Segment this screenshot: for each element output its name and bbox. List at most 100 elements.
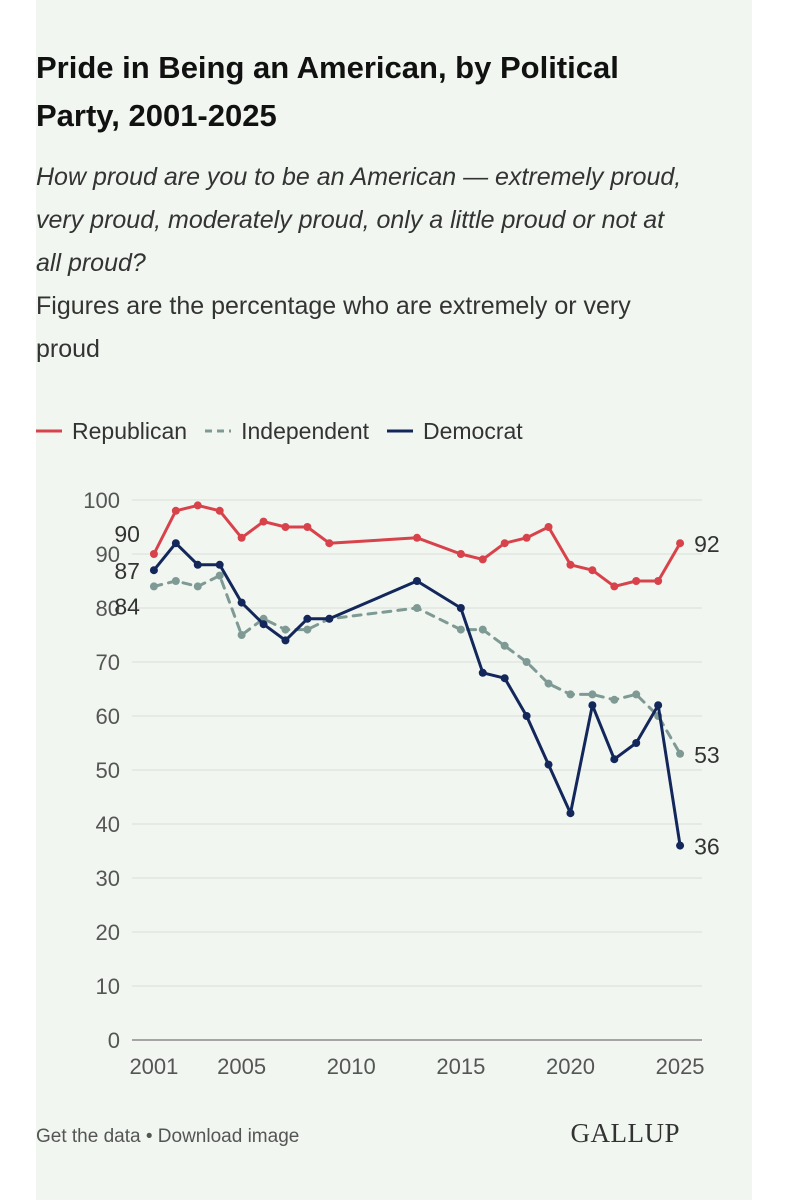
data-point-republican	[171, 506, 180, 515]
data-point-democrat	[171, 539, 180, 548]
download-image-link[interactable]: Download image	[157, 1126, 300, 1147]
y-tick-label: 20	[96, 920, 120, 945]
legend-swatch-democrat	[387, 429, 413, 433]
x-tick-label: 2010	[327, 1054, 376, 1079]
data-point-democrat	[215, 560, 224, 569]
data-point-republican	[632, 577, 641, 585]
data-point-republican	[522, 533, 531, 542]
data-point-independent	[193, 582, 202, 591]
data-point-republican	[259, 517, 268, 526]
data-point-independent	[281, 625, 290, 634]
y-tick-label: 70	[96, 650, 120, 675]
survey-question: How proud are you to be an American — ex…	[36, 163, 682, 277]
data-point-republican	[500, 539, 509, 548]
y-tick-label: 40	[96, 812, 120, 837]
data-point-republican	[281, 523, 290, 531]
data-point-democrat	[478, 668, 487, 677]
legend-item-independent: Independent	[205, 418, 369, 445]
data-point-republican	[193, 501, 202, 510]
data-point-independent	[610, 695, 619, 704]
y-tick-label: 90	[96, 542, 120, 567]
legend-item-republican: Republican	[36, 418, 187, 445]
data-point-republican	[478, 555, 487, 564]
data-label-democrat: 36	[694, 834, 720, 860]
data-label-independent: 84	[114, 593, 140, 619]
data-point-independent	[303, 625, 312, 634]
legend-swatch-independent	[205, 429, 232, 433]
data-point-independent	[171, 577, 180, 585]
data-point-democrat	[500, 674, 509, 683]
get-data-link[interactable]: Get the data	[36, 1126, 141, 1147]
data-label-republican: 90	[114, 521, 140, 547]
x-tick-label: 2001	[129, 1054, 178, 1079]
data-point-democrat	[281, 636, 290, 645]
y-tick-label: 60	[96, 704, 120, 729]
legend-label-independent: Independent	[241, 417, 369, 444]
y-tick-label: 0	[108, 1028, 120, 1053]
data-point-democrat	[456, 604, 465, 612]
data-point-republican	[566, 560, 575, 569]
data-point-republican	[456, 550, 465, 558]
data-point-independent	[237, 631, 246, 639]
data-point-independent	[522, 658, 531, 666]
data-point-republican	[654, 577, 663, 585]
data-point-independent	[478, 625, 487, 634]
data-point-democrat	[413, 577, 421, 585]
x-tick-label: 2005	[217, 1054, 266, 1079]
legend-label-democrat: Democrat	[423, 417, 523, 444]
y-tick-label: 50	[96, 758, 120, 783]
data-point-democrat	[654, 701, 663, 710]
y-tick-label: 10	[96, 974, 120, 999]
data-point-democrat	[610, 755, 619, 764]
data-point-democrat	[303, 614, 312, 623]
data-point-independent	[215, 571, 224, 580]
data-point-democrat	[566, 809, 575, 818]
data-point-republican	[325, 539, 334, 548]
data-point-independent	[413, 604, 421, 612]
data-point-democrat	[522, 712, 531, 720]
footer-links: Get the data • Download image	[36, 1126, 299, 1148]
data-point-republican	[149, 550, 158, 558]
series-line-democrat	[152, 541, 682, 848]
data-point-democrat	[588, 701, 597, 710]
data-point-democrat	[237, 598, 246, 607]
x-tick-label: 2015	[436, 1054, 485, 1079]
data-point-democrat	[676, 841, 685, 850]
data-point-republican	[676, 539, 685, 548]
chart-note: Figures are the percentage who are extre…	[36, 292, 631, 363]
data-point-independent	[500, 641, 509, 650]
data-point-independent	[544, 679, 553, 688]
data-point-democrat	[325, 614, 334, 623]
x-tick-label: 2020	[546, 1054, 595, 1079]
data-label-republican: 92	[694, 531, 720, 557]
data-point-democrat	[632, 739, 641, 747]
data-point-independent	[676, 749, 685, 758]
data-label-democrat: 87	[114, 558, 140, 584]
gallup-logo: GALLUP	[570, 1118, 680, 1148]
legend-swatch-republican	[36, 429, 62, 433]
x-tick-label: 2025	[656, 1054, 705, 1079]
data-point-independent	[632, 690, 641, 699]
line-chart: 0 10 20 30 40 50 60 70 80 90 100 2001 2005 2010 2015 20…	[83, 488, 720, 1079]
data-point-republican	[413, 533, 421, 542]
data-point-independent	[566, 690, 575, 699]
data-point-republican	[610, 582, 619, 591]
data-point-democrat	[259, 620, 268, 629]
chart-card	[36, 0, 752, 1200]
data-point-republican	[303, 523, 312, 531]
y-tick-label: 30	[96, 866, 120, 891]
data-point-independent	[456, 625, 465, 634]
data-label-independent: 53	[694, 742, 720, 768]
data-point-democrat	[544, 760, 553, 769]
data-point-republican	[588, 566, 597, 575]
legend-label-republican: Republican	[72, 417, 188, 444]
data-point-republican	[237, 533, 246, 542]
data-point-republican	[215, 506, 224, 515]
data-point-independent	[149, 582, 158, 591]
legend-item-democrat: Democrat	[387, 418, 523, 445]
footer-separator: •	[145, 1126, 153, 1147]
y-tick-label: 100	[83, 488, 120, 513]
chart-title: Pride in Being an American, by Political…	[36, 50, 619, 133]
data-point-democrat	[149, 566, 158, 575]
data-point-democrat	[193, 560, 202, 569]
